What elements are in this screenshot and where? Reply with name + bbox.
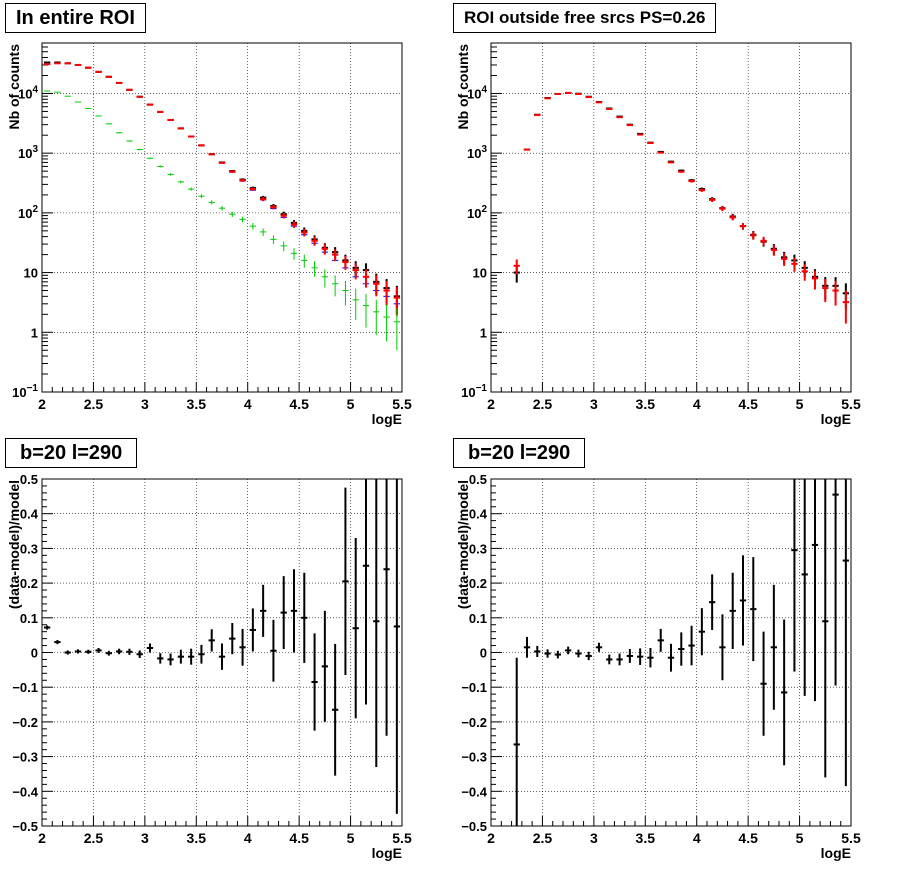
y-axis-label: Nb of counts (455, 44, 471, 130)
y-tick-label: 10 (24, 266, 38, 281)
x-tick-label: 2 (38, 830, 46, 846)
y-tick-label: 0.4 (20, 507, 39, 522)
y-tick-label: 0 (480, 646, 487, 661)
series-1 (44, 62, 400, 305)
x-tick-label: 4 (244, 830, 252, 846)
panel-bottom-left: 2 2.5 3 3.5 4 4.5 5 5.5 −0.5 −0.4 −0.3 −0.2 −0.1 0 0.1… (6, 472, 412, 861)
x-tick-label: 5.5 (392, 396, 412, 412)
panel-title-top-left: In entire ROI (5, 3, 146, 33)
x-tick-label: 3.5 (187, 830, 207, 846)
y-axis-label: (data-model)/model (6, 480, 22, 609)
x-tick-label: 2.5 (84, 830, 104, 846)
y-tick-label: 102 (467, 204, 487, 221)
series-0 (513, 91, 849, 310)
series-2 (44, 62, 400, 316)
x-tick-label: 4.5 (738, 830, 758, 846)
series-1 (513, 91, 849, 324)
x-tick-label: 4.5 (289, 830, 309, 846)
y-tick-label: 0.5 (20, 472, 38, 487)
x-axis-label: logE (821, 845, 851, 861)
y-tick-label: −0.3 (461, 750, 487, 765)
y-tick-label: −0.5 (461, 819, 487, 834)
panel-bottom-right: 2 2.5 3 3.5 4 4.5 5 5.5 −0.5 −0.4 −0.3 −0.2 −0.1 0 0.1… (455, 472, 861, 861)
x-tick-label: 3 (590, 830, 598, 846)
x-tick-label: 5 (796, 396, 804, 412)
y-tick-label: 0.3 (469, 541, 487, 556)
x-tick-label: 2 (38, 396, 46, 412)
x-tick-label: 5 (796, 830, 804, 846)
plot-frame (490, 42, 852, 393)
y-tick-label: 10−1 (461, 383, 487, 400)
y-tick-label: 0.3 (20, 541, 38, 556)
y-tick-label: 0.4 (469, 507, 488, 522)
x-tick-label: 2.5 (533, 830, 553, 846)
y-tick-label: 0.1 (469, 611, 487, 626)
x-tick-label: 4 (693, 396, 701, 412)
x-tick-label: 2 (487, 830, 495, 846)
x-tick-label: 5 (347, 830, 355, 846)
x-tick-label: 3 (141, 396, 149, 412)
x-axis-label: logE (372, 845, 402, 861)
y-tick-label: −0.2 (461, 715, 487, 730)
y-axis-label: Nb of counts (6, 44, 22, 130)
series-0 (44, 479, 400, 814)
x-tick-label: 2.5 (84, 396, 104, 412)
series-0 (513, 479, 849, 826)
x-tick-label: 3.5 (187, 396, 207, 412)
y-tick-label: −0.2 (12, 715, 38, 730)
y-tick-label: 1 (31, 325, 38, 340)
x-tick-label: 4.5 (738, 396, 758, 412)
x-tick-label: 3.5 (636, 396, 656, 412)
x-tick-label: 5.5 (841, 830, 861, 846)
y-tick-label: −0.3 (12, 750, 38, 765)
x-tick-label: 5 (347, 396, 355, 412)
y-tick-label: 103 (467, 144, 487, 161)
x-tick-label: 5.5 (841, 396, 861, 412)
y-tick-label: −0.4 (461, 784, 487, 799)
y-tick-label: 10 (473, 266, 487, 281)
x-tick-label: 2.5 (533, 396, 553, 412)
y-tick-label: 104 (18, 84, 38, 101)
x-tick-label: 4.5 (289, 396, 309, 412)
series-3 (44, 90, 400, 351)
y-tick-label: −0.1 (12, 680, 38, 695)
y-tick-label: 104 (467, 84, 487, 101)
y-tick-label: 0 (31, 646, 38, 661)
y-tick-label: 103 (18, 144, 38, 161)
series-0 (44, 61, 400, 315)
y-tick-label: 1 (480, 325, 487, 340)
panel-title-bottom-left: b=20 l=290 (5, 438, 138, 468)
x-tick-label: 4 (693, 830, 701, 846)
y-tick-label: −0.4 (12, 784, 38, 799)
y-tick-label: 0.2 (20, 576, 38, 591)
y-tick-label: 10−1 (12, 383, 38, 400)
y-tick-label: 102 (18, 204, 38, 221)
x-axis-label: logE (821, 411, 851, 427)
panel-title-top-right: ROI outside free srcs PS=0.26 (453, 3, 717, 33)
y-axis-label: (data-model)/model (455, 480, 471, 609)
y-tick-label: −0.1 (461, 680, 487, 695)
x-axis-label: logE (372, 411, 402, 427)
panel-top-left: 2 2.5 3 3.5 4 4.5 5 5.5 10−1 1 10 102 103 104 logE Nb o… (6, 42, 412, 427)
x-tick-label: 5.5 (392, 830, 412, 846)
x-tick-label: 3 (590, 396, 598, 412)
x-tick-label: 4 (244, 396, 252, 412)
y-tick-label: −0.5 (12, 819, 38, 834)
y-tick-label: 0.5 (469, 472, 487, 487)
panel-top-right: 2 2.5 3 3.5 4 4.5 5 5.5 10−1 1 10 102 103 104 logE Nb o… (455, 42, 861, 427)
panel-title-bottom-right: b=20 l=290 (453, 438, 586, 468)
x-tick-label: 3 (141, 830, 149, 846)
y-tick-label: 0.2 (469, 576, 487, 591)
y-tick-label: 0.1 (20, 611, 38, 626)
x-tick-label: 3.5 (636, 830, 656, 846)
plot-frame (41, 42, 403, 393)
x-tick-label: 2 (487, 396, 495, 412)
